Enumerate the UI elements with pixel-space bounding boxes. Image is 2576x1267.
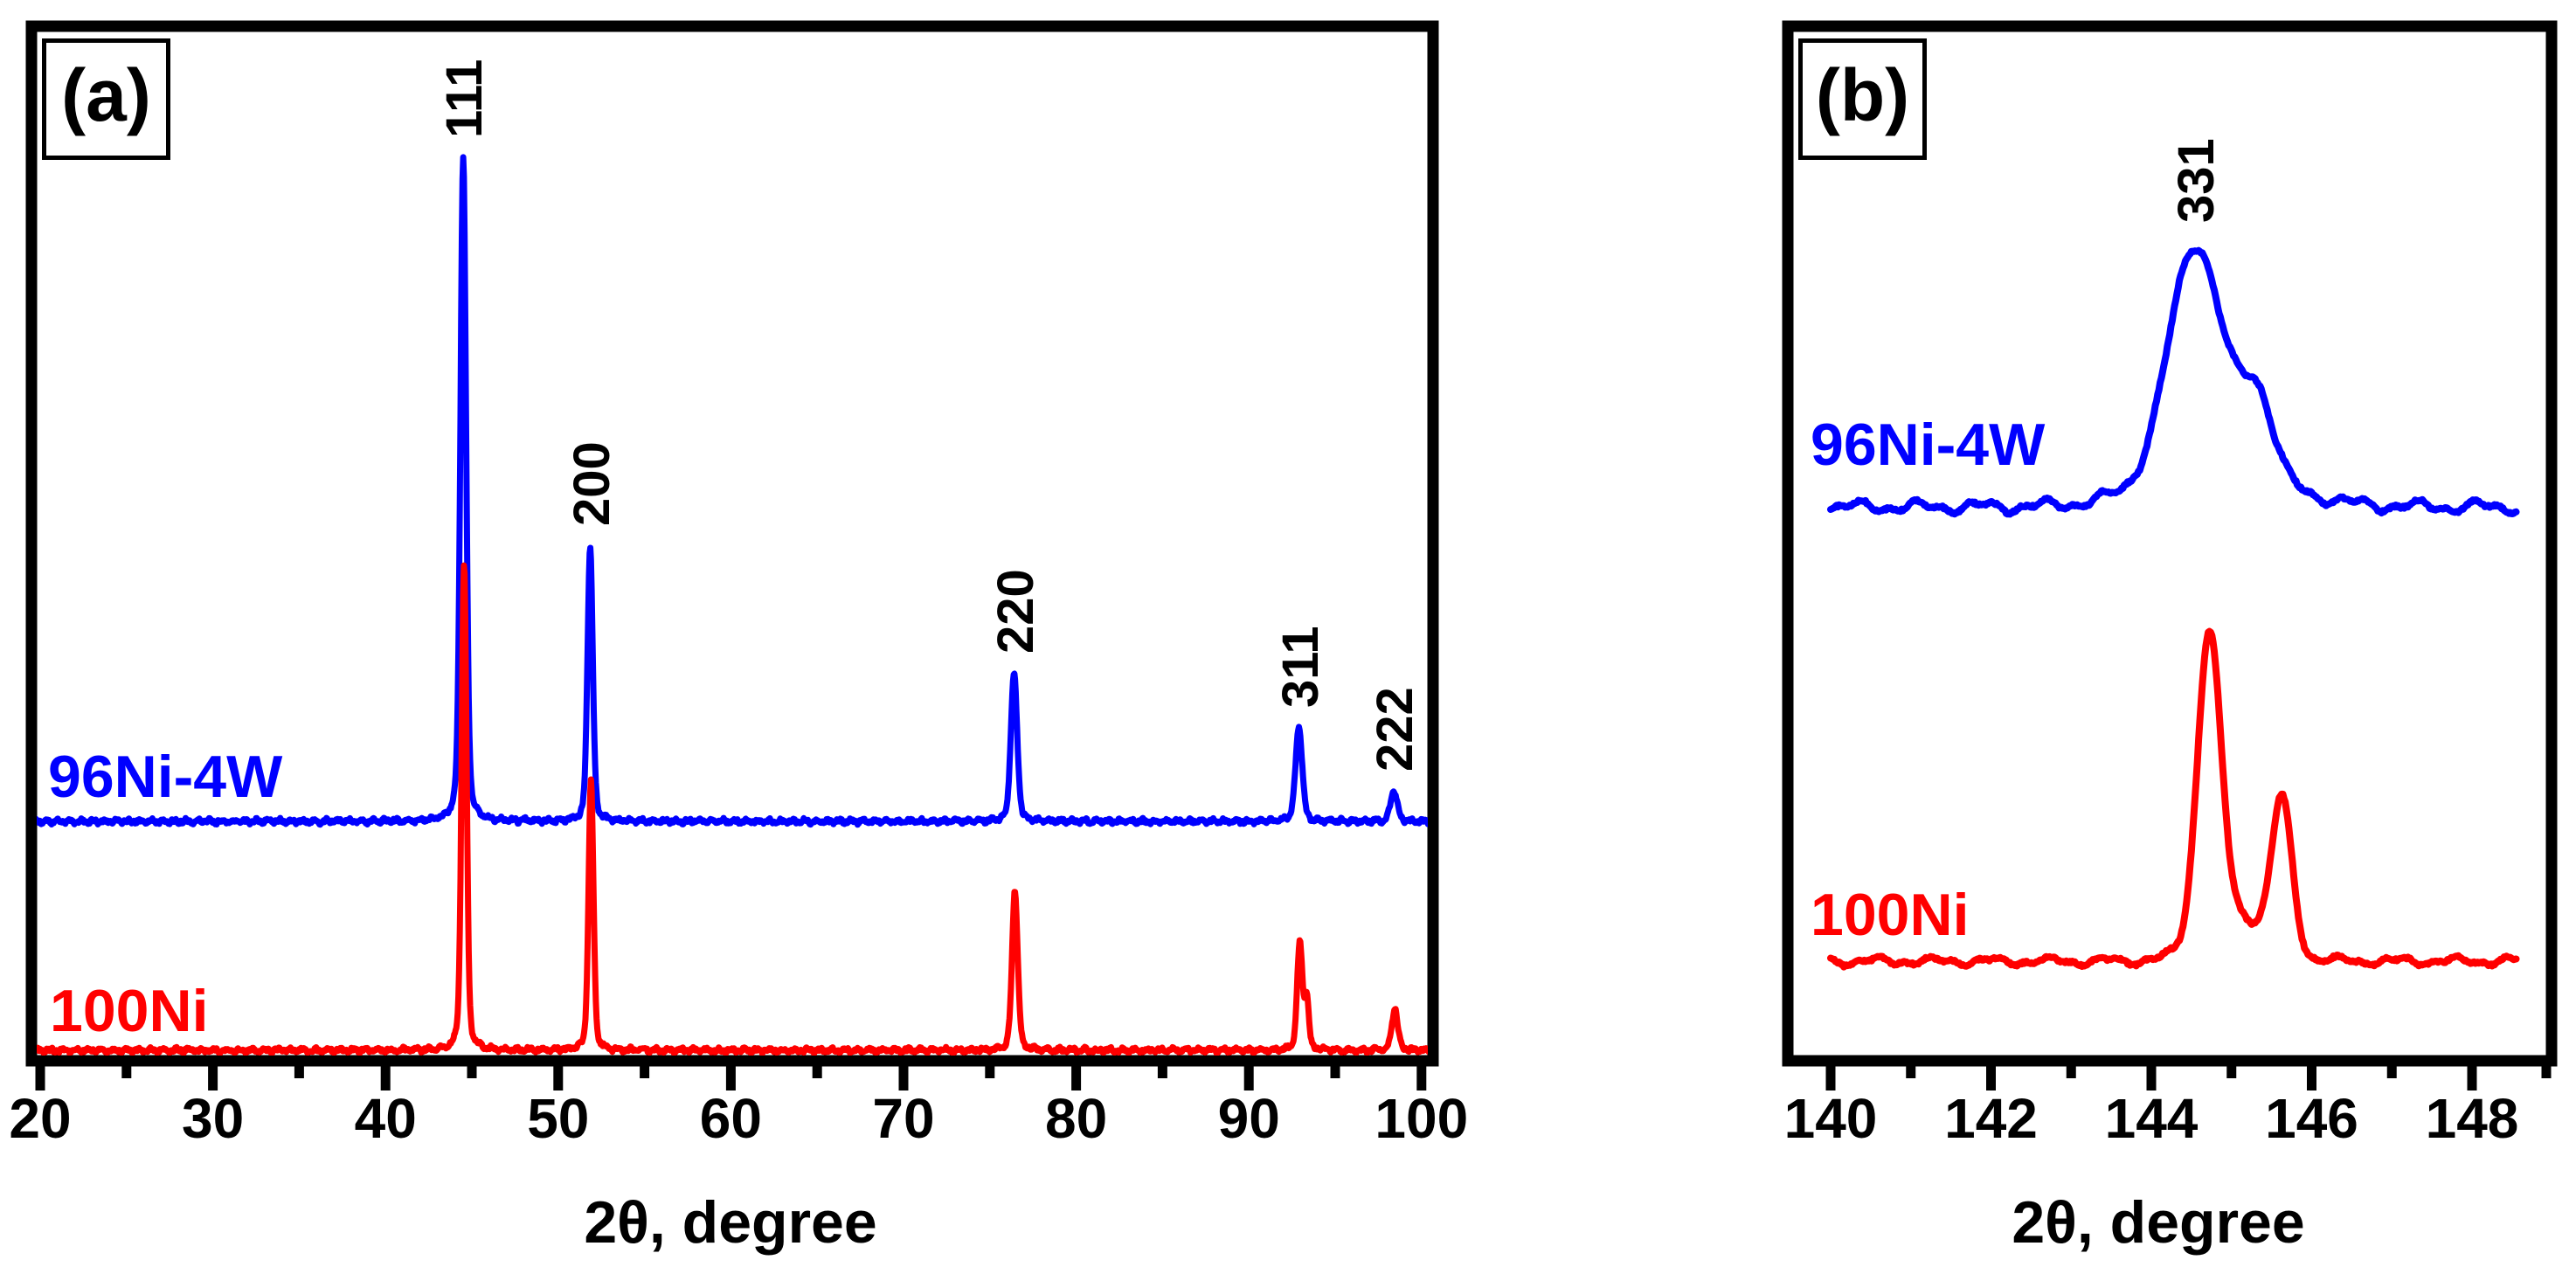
panel-a-x-tick-label-70: 70 [872,1087,934,1150]
panel-a-x-tick-label-20: 20 [9,1087,71,1150]
panel-a-trace-100ni [37,562,1428,1056]
peak-label-311: 311 [1272,626,1329,708]
panel-b-series-label-96ni-4w: 96Ni-4W [1811,412,2046,478]
panel-a-x-tick-label-60: 60 [700,1087,762,1150]
panel-a-tag: (a) [42,38,170,160]
panel-b-x-tick-label-142: 142 [1944,1087,2038,1150]
panel-a-x-tick-label-30: 30 [182,1087,244,1150]
panel-b-trace-96ni-4w [1827,246,2520,518]
panel-b-x-tick-label-146: 146 [2265,1087,2358,1150]
peak-label-200: 200 [564,441,620,526]
panel-b-x-tick-label-144: 144 [2105,1087,2199,1150]
panel-a-series-label-100ni: 100Ni [50,978,208,1044]
peak-label-222: 222 [1367,687,1423,772]
panel-a-x-axis-title: 2θ, degree [584,1189,877,1256]
panel-a-trace-96ni-4w [37,154,1428,828]
panel-a-x-tick-label-90: 90 [1218,1087,1280,1150]
panel-a-series-label-96ni-4w: 96Ni-4W [48,744,283,810]
panel-a-plot-frame [25,20,1439,1067]
panel-b-tag: (b) [1798,38,1927,160]
panel-a-x-tick-label-50: 50 [527,1087,589,1150]
panel-a-x-tick-label-100: 100 [1375,1087,1468,1150]
peak-label-331: 331 [2168,138,2225,223]
panel-b-x-ticks [1825,1061,2552,1090]
panel-a-x-ticks [35,1061,1427,1090]
panel-a-x-tick-label-40: 40 [355,1087,417,1150]
peak-label-220: 220 [987,569,1044,654]
panel-b-x-tick-label-140: 140 [1784,1087,1878,1150]
panel-b-trace-100ni [1827,627,2520,971]
peak-label-111: 111 [436,59,493,138]
panel-b-x-tick-label-148: 148 [2426,1087,2519,1150]
panel-b-x-axis-title: 2θ, degree [2012,1189,2305,1256]
panel-b-series-label-100ni: 100Ni [1811,882,1969,948]
panel-b-plot-frame [1782,20,2558,1067]
panel-a-x-tick-label-80: 80 [1045,1087,1107,1150]
